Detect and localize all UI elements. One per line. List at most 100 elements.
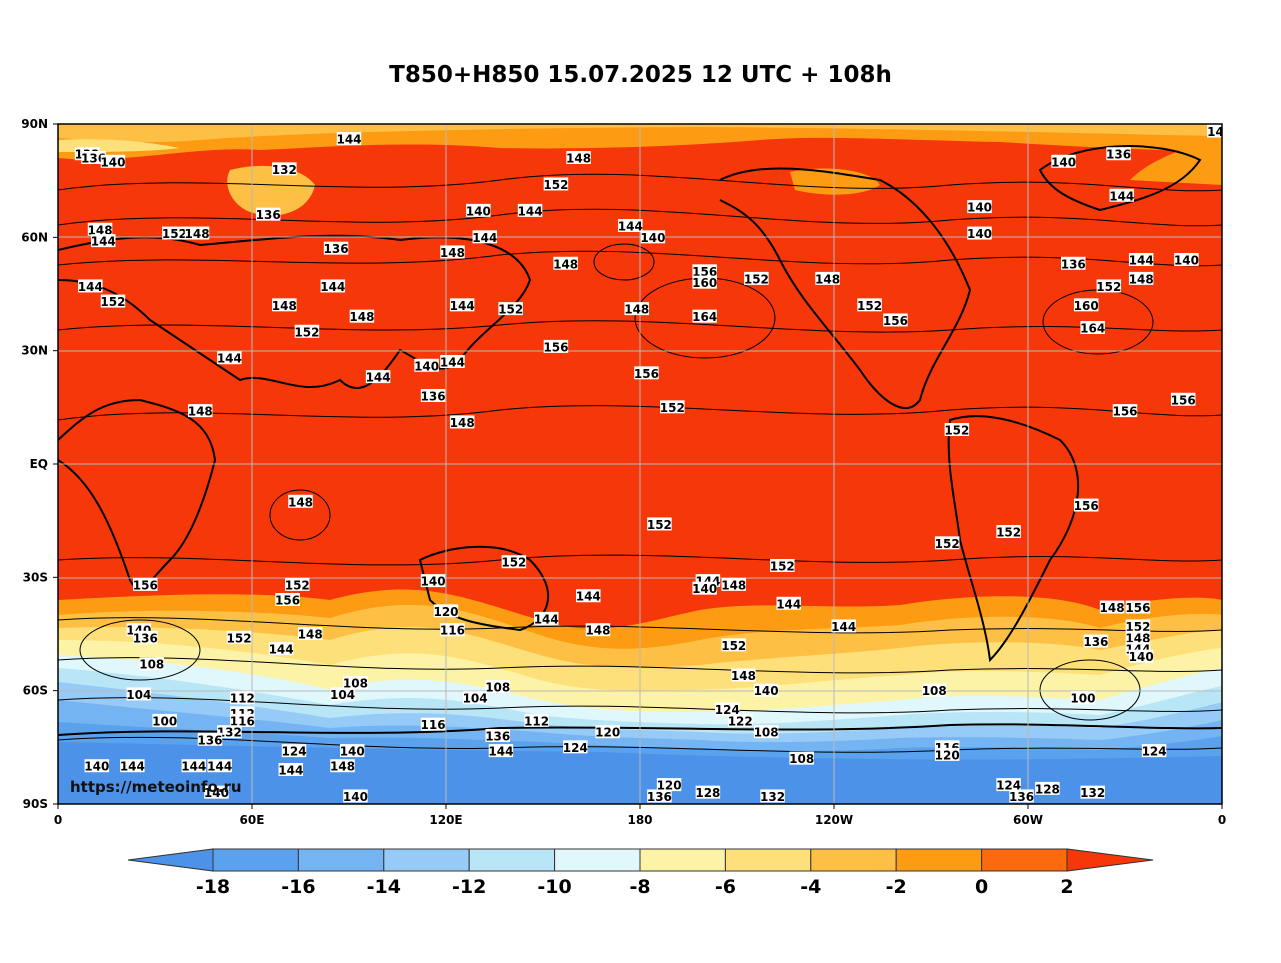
contour-label-text: 156 [1112, 405, 1137, 419]
contour-label-box [133, 577, 158, 591]
contour-label: 124 [563, 740, 588, 755]
contour-label-text: 124 [563, 741, 588, 755]
contour-label-box [585, 623, 611, 637]
contour-label-text: 140 [1174, 254, 1199, 268]
colorbar-label: -18 [196, 876, 230, 898]
contour-label-box [934, 747, 960, 761]
contour-label: 148 [1125, 630, 1150, 645]
contour-label-box [815, 271, 840, 285]
contour-label: 120 [657, 778, 682, 793]
contour-label-box [753, 683, 779, 697]
contour-label-box [1174, 253, 1199, 266]
contour-label-text: 144 [450, 299, 475, 313]
contour-label-text: 152 [498, 303, 523, 317]
contour-label: 152 [285, 577, 310, 592]
contour-label-box [857, 298, 882, 312]
contour-label-text: 144 [336, 133, 361, 147]
contour-label-text: 144 [181, 760, 206, 774]
colorbar-label: -10 [537, 876, 571, 898]
contour-label-text: 144 [91, 235, 116, 249]
coast-north-america [719, 167, 972, 410]
contour-label-text: 140 [640, 231, 665, 245]
contour-label: 120 [934, 747, 960, 762]
contour-label: 156 [1112, 404, 1138, 419]
contour-label-text: 152 [996, 526, 1021, 540]
contour-label-text: 148 [553, 257, 578, 271]
contour-label-text: 140 [421, 575, 446, 589]
contour-label-box [1009, 789, 1034, 803]
contour-label-box [524, 713, 549, 727]
contour-label: 136 [1061, 256, 1086, 271]
contour-label-box [695, 785, 721, 799]
contour-label-text: 144 [488, 745, 513, 759]
contour-label-text: 152 [501, 556, 526, 570]
contour-label: 144 [278, 763, 303, 778]
contour-label-box [320, 279, 346, 293]
contour-label-text: 152 [660, 401, 685, 415]
contour-label: 148 [298, 627, 323, 642]
contour-label: 140 [640, 230, 665, 245]
contour-label: 144 [366, 370, 391, 385]
contour-label-text: 136 [133, 631, 158, 645]
contour-label-text: 148 [272, 299, 297, 313]
contour-label-text: 148 [188, 405, 213, 419]
contour-label: 140 [421, 574, 446, 589]
contour-label-text: 148 [88, 223, 113, 237]
contour-label-text: 148 [1125, 631, 1150, 645]
contour-label-text: 144 [217, 352, 242, 366]
contour-label-text: 136 [421, 390, 446, 404]
contour-label: 144 [91, 234, 116, 249]
contour-label-text: 152 [100, 295, 125, 309]
contour-label: 100 [152, 713, 177, 728]
contour-label: 152 [770, 559, 795, 574]
contour-label: 152 [100, 294, 125, 309]
contour-label-text: 148 [440, 246, 465, 260]
contour-label-box [770, 559, 795, 572]
contour-label-text: 148 [1129, 272, 1154, 286]
contour-label: 152 [935, 536, 960, 551]
contour-label: 136 [1009, 789, 1034, 804]
contour-label-text: 124 [1142, 745, 1167, 759]
contour-label-text: 136 [1009, 790, 1034, 804]
contour-label-box [133, 630, 158, 644]
y-tick-label: 30S [23, 570, 48, 584]
contour-label: 156 [275, 593, 300, 608]
x-tick-label: 180 [627, 813, 652, 827]
colorbar-label: -4 [800, 876, 821, 898]
contour-label-text: 132 [217, 726, 242, 740]
contour-label: 108 [922, 683, 947, 698]
contour-label-box [1128, 271, 1154, 285]
contour-label: 144 [440, 355, 465, 370]
contour-label-box [188, 404, 213, 418]
contour-label-box [420, 717, 446, 731]
contour-label-text: 104 [330, 688, 355, 702]
contour-label-text: 108 [789, 752, 814, 766]
contour-label: 140 [967, 200, 992, 215]
contour-label-text: 160 [692, 276, 717, 290]
contour-label-box [268, 642, 294, 656]
contour-label-text: 152 [647, 518, 672, 532]
contour-label-box [1170, 392, 1196, 406]
contour-label-text: 122 [728, 714, 753, 728]
contour-label: 148 [721, 577, 746, 592]
contour-label: 152 [1096, 279, 1121, 294]
temperature-patch-kara-sea [227, 165, 315, 216]
contour-label-text: 108 [754, 726, 779, 740]
x-tick-label: 120W [815, 813, 853, 827]
contour-label-box [330, 687, 355, 701]
contour-label: 104 [126, 687, 151, 702]
contour-label: 108 [789, 751, 814, 766]
contour-label: 148 [88, 222, 113, 237]
contour-label: 156 [1170, 392, 1196, 407]
contour-label-text: 156 [883, 314, 908, 328]
temperature-patch-greenland [1130, 140, 1222, 185]
contour-label-text: 156 [543, 340, 568, 354]
contour-label-text: 140 [754, 684, 779, 698]
contour-label-box [934, 536, 960, 550]
colorbar-label: 2 [1060, 876, 1073, 898]
contour-label-box [789, 751, 814, 765]
contour-label-box [275, 593, 300, 606]
contour-label-box [731, 668, 756, 682]
contour-label-text: 152 [227, 631, 252, 645]
